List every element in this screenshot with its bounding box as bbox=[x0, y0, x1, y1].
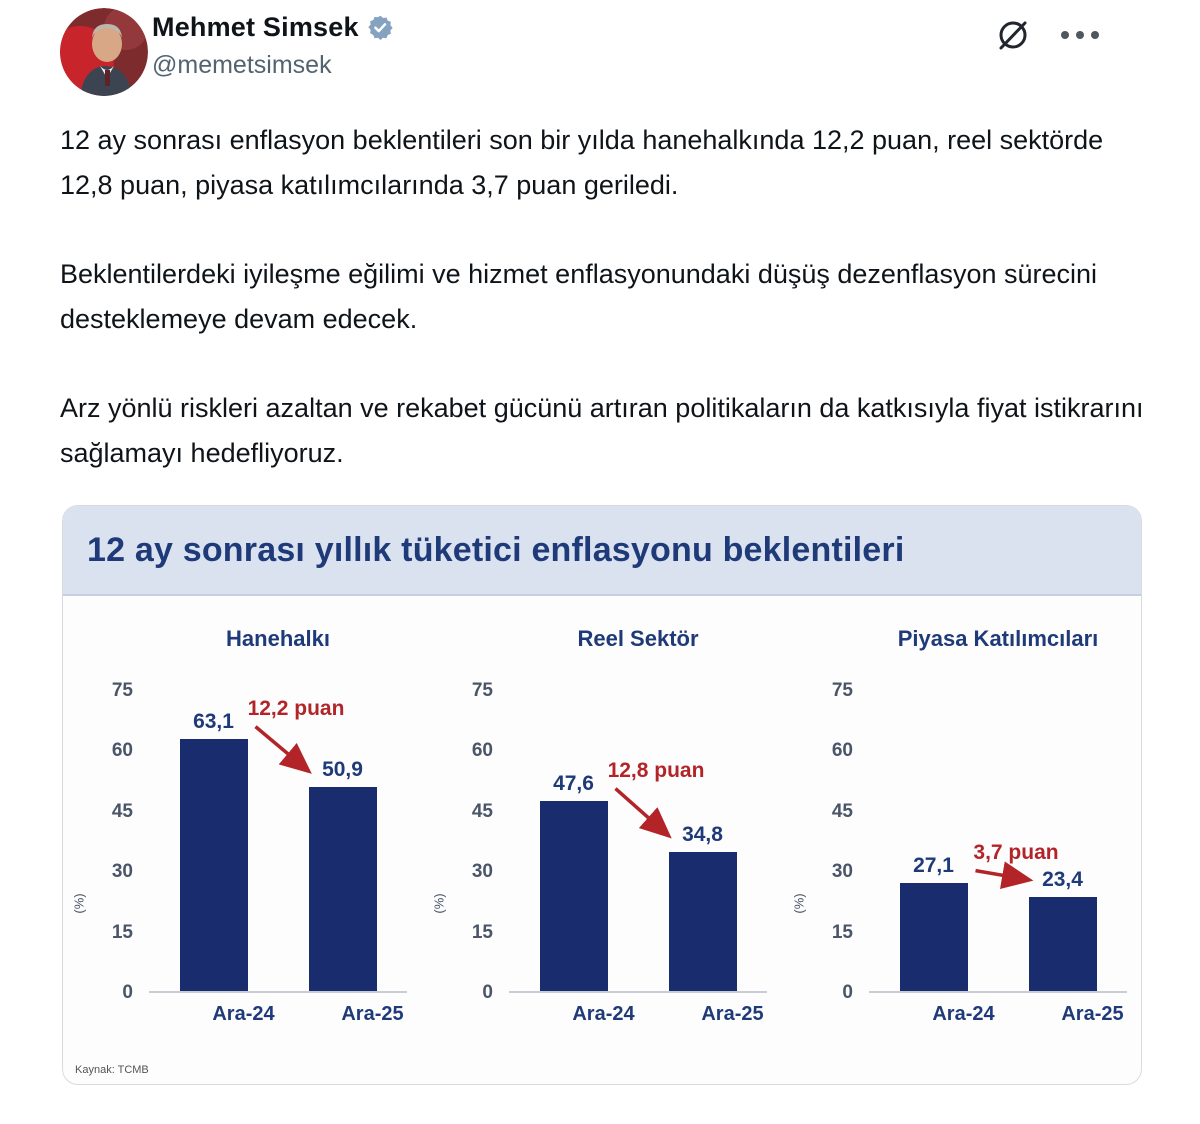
x-tick-ara-25: Ara-25 bbox=[341, 1003, 404, 1025]
author-name[interactable]: Mehmet Simsek bbox=[152, 12, 359, 42]
bar-ara-24 bbox=[539, 800, 608, 991]
bar-ara-25 bbox=[308, 787, 377, 991]
x-tick-ara-24: Ara-24 bbox=[212, 1003, 275, 1025]
bar-slot: 34,8 bbox=[638, 691, 767, 991]
bar-value-label: 47,6 bbox=[553, 771, 594, 795]
bar-slot: 47,6 bbox=[509, 691, 638, 991]
avatar-image bbox=[60, 8, 148, 96]
chart-panels: Hanehalkı (%) 75 60 45 30 15 0 63,1 50,9 bbox=[63, 596, 1141, 1026]
y-tick-label: 45 bbox=[111, 800, 133, 822]
tweet-paragraph-2: Beklentilerdeki iyileşme eğilimi ve hizm… bbox=[60, 259, 1098, 334]
bar-value-label: 27,1 bbox=[913, 853, 954, 877]
y-tick-label: 60 bbox=[831, 740, 853, 762]
author-handle[interactable]: @memetsimsek bbox=[152, 51, 332, 79]
bar-slot: 23,4 bbox=[998, 691, 1127, 991]
tweet-header: Mehmet Simsek @memetsimsek bbox=[60, 6, 1140, 102]
delta-label: 12,2 puan bbox=[247, 696, 345, 720]
y-tick-label: 45 bbox=[831, 800, 853, 822]
chart-source: Kaynak: TCMB bbox=[75, 1064, 149, 1076]
plot-row: (%) 75 60 45 30 15 0 47,6 34,8 12,8 bbox=[432, 680, 783, 1003]
tweet-paragraph-1: 12 ay sonrası enflasyon beklentileri son… bbox=[60, 125, 1104, 200]
bar-value-label: 23,4 bbox=[1042, 868, 1083, 892]
y-tick-label: 30 bbox=[471, 861, 493, 883]
y-axis-unit-label: (%) bbox=[791, 893, 807, 914]
header-actions bbox=[994, 16, 1100, 54]
y-tick-label: 0 bbox=[122, 982, 133, 1003]
grok-icon[interactable] bbox=[994, 16, 1032, 54]
bar-slot: 27,1 bbox=[869, 691, 998, 991]
x-tick-ara-25: Ara-25 bbox=[1061, 1003, 1124, 1025]
more-icon[interactable] bbox=[1060, 29, 1100, 41]
bar-value-label: 34,8 bbox=[682, 822, 723, 846]
panel-title: Reel Sektör bbox=[577, 626, 699, 651]
y-tick-label: 75 bbox=[471, 680, 493, 701]
y-axis-unit-label: (%) bbox=[431, 893, 447, 914]
delta-label: 3,7 puan bbox=[973, 840, 1059, 864]
panel-title: Piyasa Katılımcıları bbox=[897, 626, 1099, 651]
y-axis-unit-label: (%) bbox=[71, 893, 87, 914]
y-tick-label: 0 bbox=[482, 982, 493, 1003]
x-tick-ara-25: Ara-25 bbox=[701, 1003, 764, 1025]
y-tick-label: 60 bbox=[111, 740, 133, 762]
y-axis-ticks: 75 60 45 30 15 0 bbox=[453, 680, 509, 1003]
y-axis-ticks: 75 60 45 30 15 0 bbox=[813, 680, 869, 1003]
y-tick-label: 15 bbox=[111, 921, 133, 943]
plot-row: (%) 75 60 45 30 15 0 63,1 50,9 12,2 bbox=[72, 680, 423, 1003]
chart-title-band: 12 ay sonrası yıllık tüketici enflasyonu… bbox=[63, 506, 1141, 596]
bar-value-label: 50,9 bbox=[322, 758, 363, 782]
chart-panel-piyasa-katilimcilari: Piyasa Katılımcıları (%) 75 60 45 30 15 0 27,… bbox=[783, 596, 1141, 1026]
bar-slot: 63,1 bbox=[149, 691, 278, 991]
plot-row: (%) 75 60 45 30 15 0 27,1 23,4 3,7 p bbox=[792, 680, 1141, 1003]
bar-ara-24 bbox=[899, 882, 968, 991]
plot-area: 63,1 50,9 12,2 puan bbox=[149, 691, 407, 993]
bar-slot: 50,9 bbox=[278, 691, 407, 991]
x-tick-ara-24: Ara-24 bbox=[932, 1003, 995, 1025]
bar-ara-25 bbox=[668, 851, 737, 991]
y-tick-label: 15 bbox=[471, 921, 493, 943]
y-tick-label: 60 bbox=[471, 740, 493, 762]
y-tick-label: 15 bbox=[831, 921, 853, 943]
x-axis-labels: Ara-24 Ara-25 bbox=[899, 1003, 1141, 1026]
y-tick-label: 30 bbox=[831, 861, 853, 883]
x-axis-labels: Ara-24 Ara-25 bbox=[539, 1003, 797, 1026]
tweet-paragraph-3: Arz yönlü riskleri azaltan ve rekabet gü… bbox=[60, 393, 1144, 468]
chart-title: 12 ay sonrası yıllık tüketici enflasyonu… bbox=[87, 530, 905, 569]
bar-ara-24 bbox=[179, 738, 248, 991]
bar-ara-25 bbox=[1028, 897, 1097, 991]
author-name-row[interactable]: Mehmet Simsek bbox=[152, 12, 394, 43]
plot-area: 47,6 34,8 12,8 puan bbox=[509, 691, 767, 993]
y-tick-label: 45 bbox=[471, 800, 493, 822]
verified-icon bbox=[368, 15, 393, 40]
y-tick-label: 0 bbox=[842, 982, 853, 1003]
author-block: Mehmet Simsek @memetsimsek bbox=[152, 12, 394, 80]
chart-panel-reel-sektor: Reel Sektör (%) 75 60 45 30 15 0 47,6 34,8 bbox=[423, 596, 783, 1026]
y-tick-label: 30 bbox=[111, 861, 133, 883]
chart-panel-hanehalki: Hanehalkı (%) 75 60 45 30 15 0 63,1 50,9 bbox=[63, 596, 423, 1026]
x-tick-ara-24: Ara-24 bbox=[572, 1003, 635, 1025]
y-tick-label: 75 bbox=[831, 680, 853, 701]
plot-area: 27,1 23,4 3,7 puan bbox=[869, 691, 1127, 993]
panel-title: Hanehalkı bbox=[226, 626, 330, 651]
x-axis-labels: Ara-24 Ara-25 bbox=[179, 1003, 437, 1026]
avatar[interactable] bbox=[60, 8, 148, 96]
y-axis-ticks: 75 60 45 30 15 0 bbox=[93, 680, 149, 1003]
delta-label: 12,8 puan bbox=[607, 758, 705, 782]
y-tick-label: 75 bbox=[111, 680, 133, 701]
bar-value-label: 63,1 bbox=[193, 709, 234, 733]
chart-attachment[interactable]: 12 ay sonrası yıllık tüketici enflasyonu… bbox=[62, 505, 1142, 1085]
